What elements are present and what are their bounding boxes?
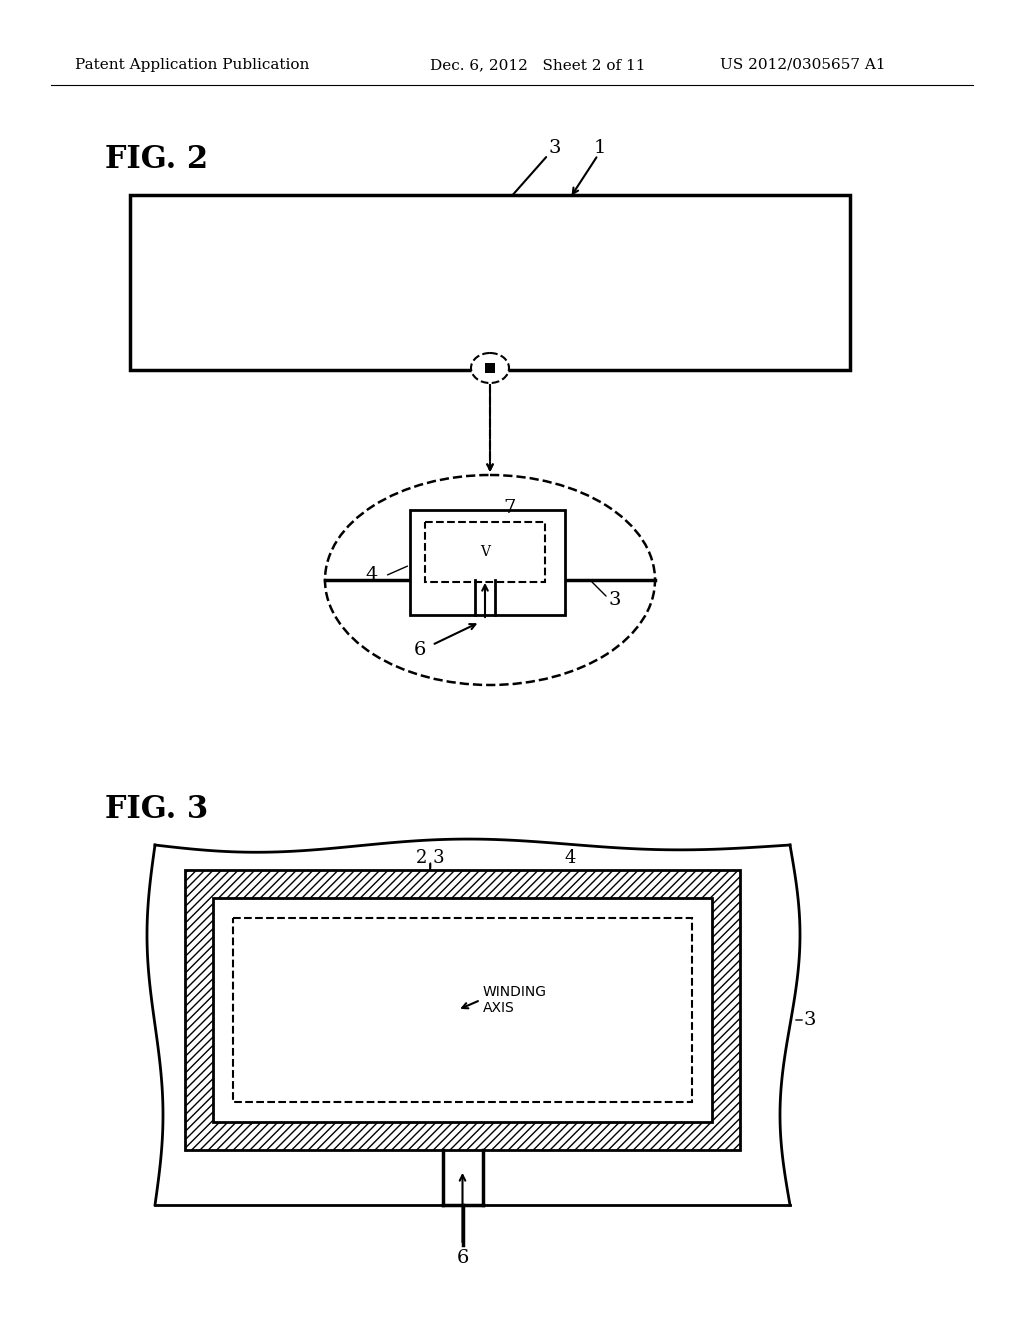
Text: FIG. 2: FIG. 2 <box>105 144 208 176</box>
Bar <box>130 195 850 370</box>
Text: 4: 4 <box>366 566 378 583</box>
Text: 7: 7 <box>504 499 516 517</box>
Bar <box>185 870 740 1150</box>
Text: Dec. 6, 2012   Sheet 2 of 11: Dec. 6, 2012 Sheet 2 of 11 <box>430 58 645 73</box>
Bar <box>213 898 712 1122</box>
Bar <box>185 870 740 1150</box>
Text: 3: 3 <box>804 1011 816 1030</box>
Text: 7: 7 <box>246 1111 258 1129</box>
Text: 6: 6 <box>414 642 426 659</box>
Bar <box>233 917 692 1102</box>
Text: FIG. 3: FIG. 3 <box>105 795 208 825</box>
Text: 4: 4 <box>564 849 575 867</box>
Text: 3: 3 <box>608 591 622 609</box>
Text: WINDING
AXIS: WINDING AXIS <box>482 985 547 1015</box>
Ellipse shape <box>471 352 509 383</box>
Text: Patent Application Publication: Patent Application Publication <box>75 58 309 73</box>
Text: 2 3: 2 3 <box>416 849 444 867</box>
Ellipse shape <box>325 475 655 685</box>
Text: V: V <box>480 545 490 558</box>
Bar <box>425 521 545 582</box>
Text: US 2012/0305657 A1: US 2012/0305657 A1 <box>720 58 886 73</box>
Text: 1: 1 <box>594 139 606 157</box>
Text: 6: 6 <box>457 1249 469 1267</box>
Bar <box>485 363 495 374</box>
Bar <box>410 510 565 615</box>
Text: 3: 3 <box>549 139 561 157</box>
